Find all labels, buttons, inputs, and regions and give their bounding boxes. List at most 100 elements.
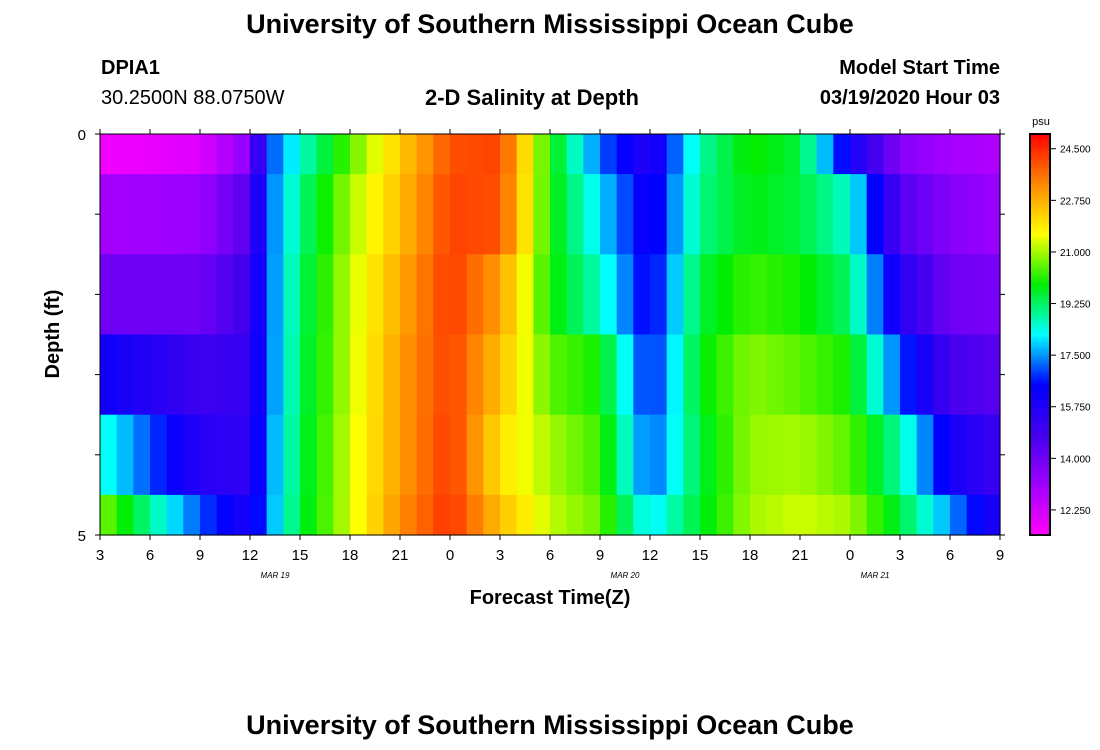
heatmap-cell — [416, 174, 434, 255]
x-tick-label: 0 — [446, 547, 454, 564]
heatmap-cell — [350, 414, 368, 496]
y-tick-label: 0 — [78, 127, 86, 144]
heatmap-cell — [766, 414, 784, 496]
model-start-value: 03/19/2020 Hour 03 — [819, 87, 1000, 109]
heatmap-cell — [750, 334, 768, 416]
heatmap-cell — [833, 254, 851, 336]
heatmap-cell — [283, 494, 301, 536]
heatmap-cell — [516, 134, 534, 175]
heatmap-cell — [150, 334, 168, 416]
heatmap-cell — [366, 254, 384, 336]
heatmap-cell — [233, 134, 251, 175]
heatmap-cell — [333, 494, 351, 536]
heatmap-cell — [300, 174, 318, 255]
heatmap-cell — [816, 494, 834, 536]
chart-title: 2-D Salinity at Depth — [425, 85, 639, 110]
heatmap-cell — [883, 334, 901, 416]
heatmap-cell — [766, 134, 784, 175]
heatmap-cell — [600, 414, 618, 496]
heatmap-cell — [616, 494, 634, 536]
heatmap-cell — [566, 334, 584, 416]
heatmap-cell — [800, 254, 818, 336]
heatmap-cell — [816, 334, 834, 416]
heatmap-cell — [166, 134, 184, 175]
heatmap-cell — [450, 334, 468, 416]
heatmap-cell — [650, 414, 668, 496]
heatmap-cell — [166, 174, 184, 255]
heatmap-cell — [916, 174, 934, 255]
heatmap-cell — [100, 334, 118, 416]
x-tick-label: 15 — [292, 547, 309, 564]
heatmap-cell — [950, 174, 968, 255]
heatmap-cell — [650, 174, 668, 255]
heatmap-cell — [183, 494, 201, 536]
heatmap-cell — [350, 254, 368, 336]
heatmap-cell — [883, 414, 901, 496]
heatmap-cell — [600, 334, 618, 416]
heatmap-cell — [383, 174, 401, 255]
heatmap-cell — [733, 334, 751, 416]
heatmap-cell — [866, 174, 884, 255]
heatmap-cell — [783, 134, 801, 175]
heatmap-cell — [633, 134, 651, 175]
heatmap-cell — [716, 494, 734, 536]
heatmap-cell — [850, 494, 868, 536]
heatmap-cell — [850, 414, 868, 496]
heatmap-cell — [450, 174, 468, 255]
heatmap-cell — [800, 174, 818, 255]
heatmap-cell — [966, 414, 984, 496]
heatmap-cell — [233, 414, 251, 496]
heatmap-cell — [266, 414, 284, 496]
heatmap-cell — [816, 134, 834, 175]
colorbar-tick-label: 19.250 — [1060, 300, 1091, 311]
heatmap-cell — [616, 334, 634, 416]
heatmap-cell — [750, 414, 768, 496]
heatmap-cell — [966, 254, 984, 336]
heatmap-cell — [200, 254, 218, 336]
heatmap-cell — [333, 134, 351, 175]
heatmap-cell — [850, 134, 868, 175]
heatmap-cell — [200, 134, 218, 175]
heatmap-cell — [283, 254, 301, 336]
salinity-heatmap-chart: 3 6 9 12 15 18 21 0 3 6 9 12 15 18 21 0 3 6 9 MAR 19 MAR 20 M… — [42, 116, 1091, 609]
heatmap-cell — [566, 414, 584, 496]
heatmap-cell — [600, 494, 618, 536]
heatmap-cell — [883, 134, 901, 175]
heatmap-cell — [300, 494, 318, 536]
heatmap-cell — [266, 254, 284, 336]
heatmap-cell — [450, 254, 468, 336]
heatmap-cell — [633, 254, 651, 336]
heatmap-cell — [100, 254, 118, 336]
heatmap-cell — [233, 254, 251, 336]
heatmap-cell — [216, 174, 234, 255]
heatmap-cell — [416, 494, 434, 536]
heatmap-cell — [533, 174, 551, 255]
heatmap-cell — [416, 334, 434, 416]
heatmap-cell — [150, 174, 168, 255]
heatmap-cell — [683, 134, 701, 175]
heatmap-cell — [300, 414, 318, 496]
heatmap-cell — [283, 414, 301, 496]
heatmap-cell — [466, 494, 484, 536]
heatmap-cell — [583, 494, 601, 536]
heatmap-cell — [500, 254, 518, 336]
heatmap-cell — [183, 334, 201, 416]
heatmap-cell — [366, 134, 384, 175]
heatmap-cell — [833, 134, 851, 175]
y-axis-label: Depth (ft) — [42, 290, 64, 379]
heatmap-cell — [116, 494, 134, 536]
heatmap-cell — [983, 134, 1001, 175]
heatmap-cell — [783, 414, 801, 496]
colorbar-tick-label: 12.250 — [1060, 506, 1091, 517]
heatmap-cell — [983, 414, 1001, 496]
x-tick-label: 6 — [546, 547, 554, 564]
heatmap-cell — [583, 134, 601, 175]
heatmap-cell — [633, 494, 651, 536]
heatmap-cell — [200, 414, 218, 496]
heatmap-cell — [666, 254, 684, 336]
heatmap-cell — [366, 334, 384, 416]
x-tick-label: 6 — [946, 547, 954, 564]
heatmap-cell — [650, 254, 668, 336]
heatmap-cell — [350, 174, 368, 255]
colorbar-scale — [1029, 133, 1051, 536]
